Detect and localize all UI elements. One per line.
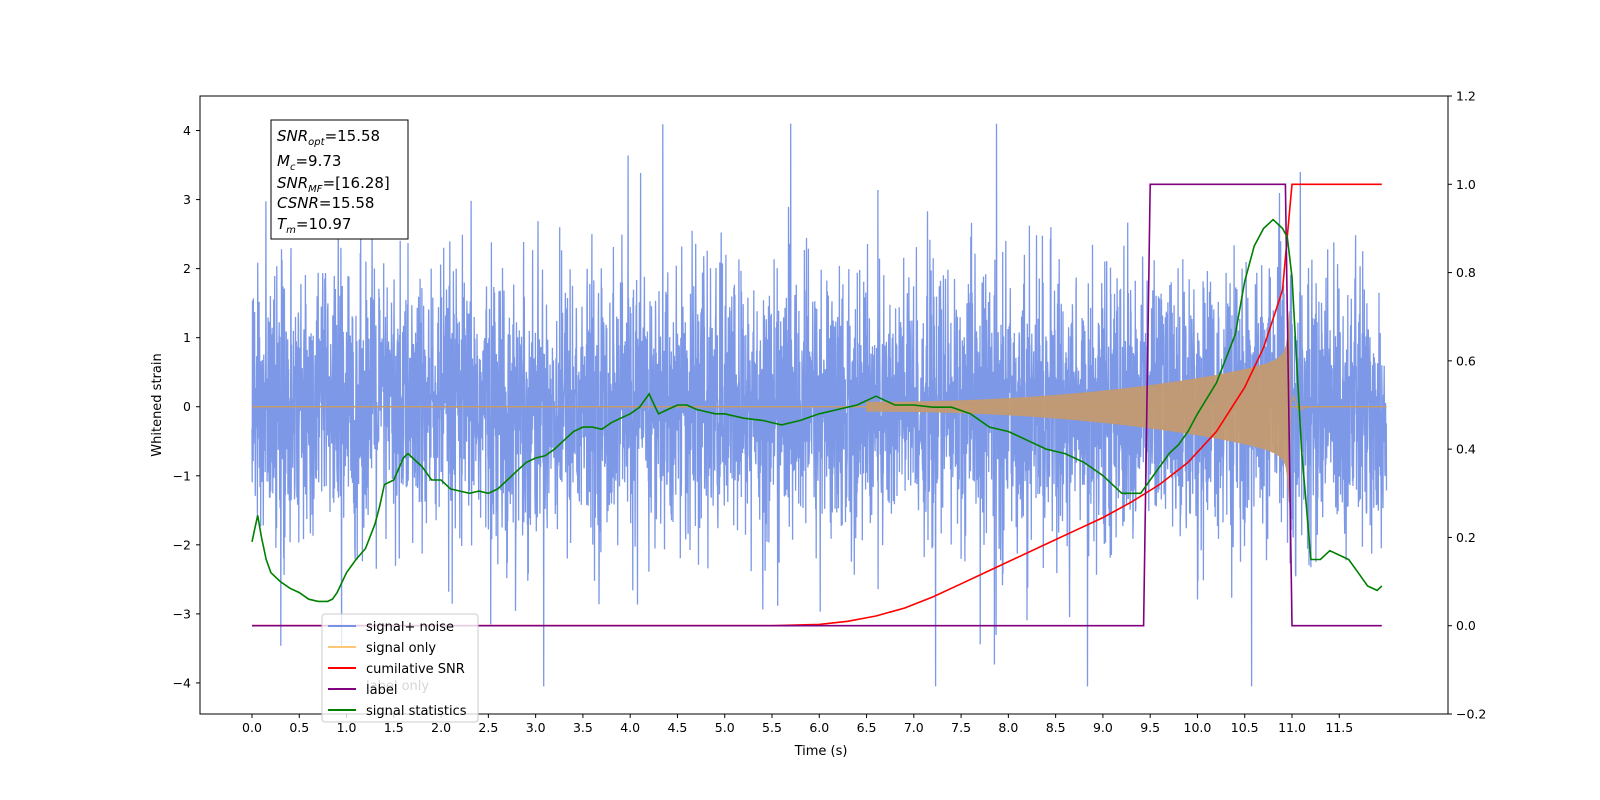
x-tick-label: 2.0 <box>431 720 451 735</box>
legend: label only signal+ noise signal only cum… <box>321 613 479 723</box>
x-axis: 0.0 0.5 1.0 1.5 2.0 2.5 3.0 3.5 4.0 4.5 5.0 5.5 6.0 6… <box>242 714 1353 735</box>
x-tick-label: 1.5 <box>384 720 404 735</box>
plot-frame <box>199 95 1449 715</box>
svg-text:label: label <box>366 683 397 698</box>
stat-csnr: CSNR=15.58 <box>277 194 374 212</box>
y-left-tick-label: 3 <box>183 192 191 207</box>
legend-item-signal-noise: signal+ noise <box>328 620 454 635</box>
y-axis-right: 1.2 1.0 0.8 0.6 0.4 0.2 0.0 −0.2 <box>1448 89 1486 722</box>
x-tick-label: 8.0 <box>998 720 1018 735</box>
y-right-tick-label: 0.6 <box>1456 353 1476 368</box>
x-tick-label: 0.5 <box>289 720 309 735</box>
legend-item-label: label <box>328 683 397 698</box>
signal-noise-series <box>251 123 1388 687</box>
x-tick-label: 5.5 <box>762 720 782 735</box>
x-tick-label: 7.0 <box>904 720 924 735</box>
legend-item-cumulative-snr: cumilative SNR <box>328 662 465 677</box>
y-left-tick-label: 4 <box>183 123 191 138</box>
y-left-tick-label: 1 <box>183 330 191 345</box>
legend-item-signal-only: signal only <box>328 641 436 656</box>
x-tick-label: 4.5 <box>668 720 688 735</box>
y-right-tick-label: 1.0 <box>1456 177 1476 192</box>
stats-box: SNRopt=15.58 Mc=9.73 SNRMF=[16.28] CSNR=… <box>270 119 409 240</box>
x-tick-label: 2.5 <box>478 720 498 735</box>
signal-noise-trace <box>251 123 1388 687</box>
stat-snr-mf: SNRMF=[16.28] <box>277 174 390 195</box>
x-tick-label: 6.0 <box>809 720 829 735</box>
legend-hidden-text: label only <box>366 679 429 694</box>
x-tick-label: 3.0 <box>526 720 546 735</box>
x-tick-label: 0.0 <box>242 720 262 735</box>
svg-text:cumilative SNR: cumilative SNR <box>366 662 465 677</box>
svg-text:signal+ noise: signal+ noise <box>366 620 454 635</box>
x-tick-label: 5.0 <box>715 720 735 735</box>
cumulative-snr-line <box>252 183 1382 627</box>
y-right-tick-label: 0.2 <box>1456 530 1476 545</box>
stat-mc: Mc=9.73 <box>277 152 341 173</box>
y-left-tick-label: −1 <box>173 468 191 483</box>
legend-item-signal-statistics: signal statistics <box>328 704 467 719</box>
x-tick-label: 6.5 <box>857 720 877 735</box>
x-tick-label: 10.5 <box>1231 720 1259 735</box>
signal-statistics-line <box>251 218 1383 603</box>
y-axis-left: 4 3 2 1 0 −1 −2 −3 −4 <box>173 123 200 690</box>
x-tick-label: 8.5 <box>1046 720 1066 735</box>
x-tick-label: 11.5 <box>1325 720 1353 735</box>
y-right-tick-label: −0.2 <box>1456 707 1486 722</box>
x-tick-label: 7.5 <box>951 720 971 735</box>
stat-tm: Tm=10.97 <box>277 215 351 236</box>
y-left-tick-label: 2 <box>183 261 191 276</box>
x-tick-label: 10.0 <box>1184 720 1212 735</box>
svg-text:signal statistics: signal statistics <box>366 704 467 719</box>
y-right-tick-label: 1.2 <box>1456 89 1476 104</box>
signal-ringdown <box>1288 394 1309 411</box>
x-axis-label: Time (s) <box>794 744 848 759</box>
x-tick-label: 9.5 <box>1140 720 1160 735</box>
x-tick-label: 11.0 <box>1278 720 1306 735</box>
y-left-tick-label: −4 <box>173 675 191 690</box>
y-left-tick-label: −3 <box>173 606 191 621</box>
y-left-tick-label: 0 <box>183 399 191 414</box>
y-left-tick-label: −2 <box>173 537 191 552</box>
y-right-tick-label: 0.0 <box>1456 618 1476 633</box>
x-tick-label: 1.0 <box>337 720 357 735</box>
x-tick-label: 9.0 <box>1093 720 1113 735</box>
y-right-tick-label: 0.8 <box>1456 265 1476 280</box>
legend-frame <box>321 613 479 723</box>
y-right-tick-label: 0.4 <box>1456 442 1476 457</box>
label-line <box>252 183 1382 627</box>
svg-text:signal only: signal only <box>366 641 436 656</box>
stat-snr-opt: SNRopt=15.58 <box>277 127 380 148</box>
y-axis-label: Whitened strain <box>150 353 165 456</box>
x-tick-label: 4.0 <box>620 720 640 735</box>
x-tick-label: 3.5 <box>573 720 593 735</box>
